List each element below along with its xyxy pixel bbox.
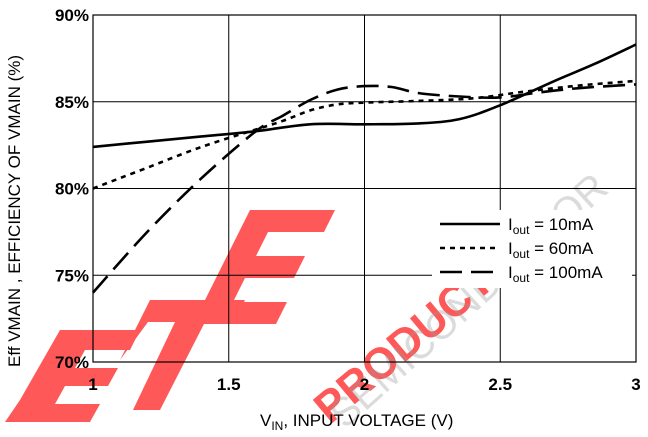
- legend-label-sub: out: [513, 271, 530, 285]
- x-tick-label: 2: [360, 375, 369, 394]
- watermark: PRODUCTION SEMICONDUCTOR: [5, 165, 616, 437]
- legend-label-rest: = 60mA: [529, 239, 593, 258]
- legend-label-2: Iout = 60mA: [508, 239, 594, 261]
- x-tick-label: 1.5: [217, 375, 241, 394]
- series-lines: [92, 43, 637, 294]
- tick-labels: 1 1.5 2 2.5 3 70% 75% 80% 85% 90%: [55, 6, 641, 394]
- legend-label-main: I: [508, 263, 513, 282]
- watermark-glyphs: [5, 210, 335, 422]
- legend-label-1: Iout = 10mA: [508, 215, 594, 237]
- legend-label-3: Iout = 100mA: [508, 263, 603, 285]
- series-line-1: [92, 43, 637, 149]
- y-tick-label: 70%: [55, 353, 89, 372]
- x-axis-title: VIN, INPUT VOLTAGE (V): [260, 411, 453, 433]
- x-axis-title-main: V: [260, 411, 272, 430]
- legend-label-main: I: [508, 215, 513, 234]
- x-tick-label: 2.5: [488, 375, 512, 394]
- legend-label-rest: = 100mA: [529, 263, 603, 282]
- y-tick-label: 80%: [55, 180, 89, 199]
- legend-label-main: I: [508, 239, 513, 258]
- y-axis-title: Eff VMAIN , EFFICIENCY OF VMAIN (%): [5, 55, 24, 367]
- y-tick-label: 85%: [55, 93, 89, 112]
- x-tick-label: 1: [88, 375, 97, 394]
- legend-label-rest: = 10mA: [529, 215, 593, 234]
- x-axis-title-rest: , INPUT VOLTAGE (V): [283, 411, 453, 430]
- y-tick-label: 75%: [55, 266, 89, 285]
- y-tick-label: 90%: [55, 6, 89, 25]
- x-tick-label: 3: [631, 375, 640, 394]
- legend-label-sub: out: [513, 247, 530, 261]
- legend-label-sub: out: [513, 223, 530, 237]
- series-line-3: [92, 83, 637, 294]
- x-axis-title-sub: IN: [271, 419, 283, 433]
- watermark-arc-text: SEMICONDUCTOR: [322, 165, 617, 437]
